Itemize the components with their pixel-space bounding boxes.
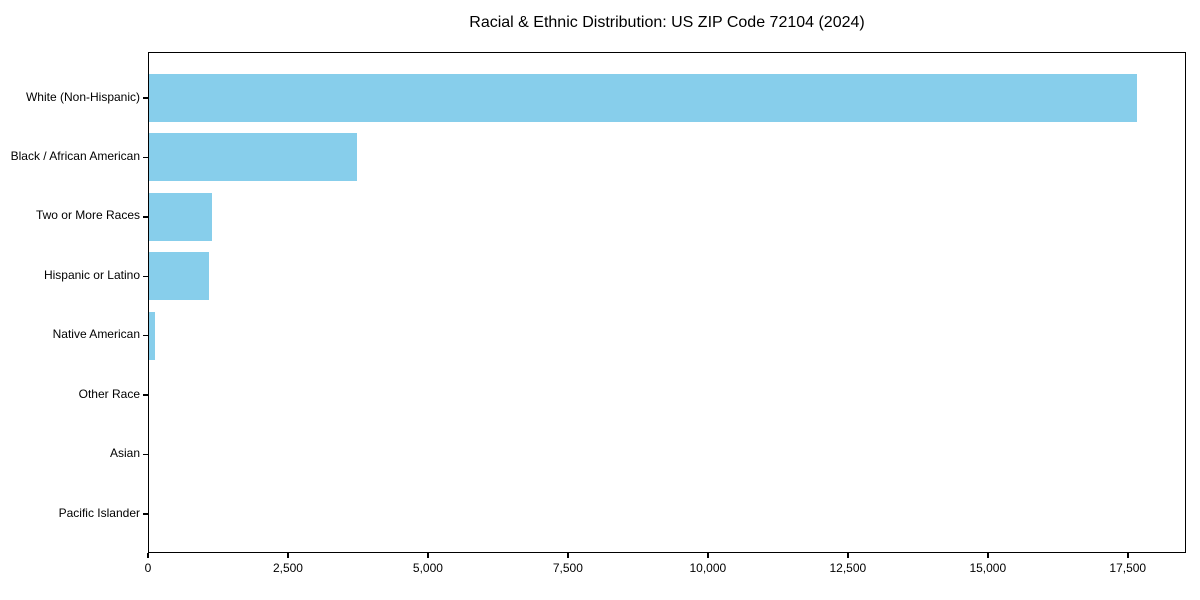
bar-black-african-american [149, 133, 357, 182]
y-axis-tick [142, 394, 148, 396]
bar-native-american [149, 311, 156, 360]
x-axis-label: 10,000 [689, 561, 727, 575]
y-axis-tick [142, 97, 148, 99]
x-axis-tick [287, 553, 289, 558]
y-axis-tick [142, 156, 148, 159]
y-axis-tick [142, 453, 148, 456]
x-axis-tick [707, 553, 709, 558]
x-axis-label: 2,500 [272, 561, 303, 575]
x-axis-tick [987, 553, 989, 558]
y-axis-label: Other Race [78, 386, 140, 401]
y-axis-label: Pacific Islander [58, 505, 140, 520]
y-axis-label: Asian [109, 446, 140, 461]
chart-title: Racial & Ethnic Distribution: US ZIP Cod… [469, 14, 865, 31]
y-axis-label: Two or More Races [35, 208, 140, 223]
x-axis-label: 7,500 [552, 561, 583, 575]
y-axis-tick [142, 216, 148, 218]
y-axis-label: White (Non-Hispanic) [25, 89, 140, 104]
x-axis-label: 5,000 [412, 561, 443, 575]
x-axis-tick [847, 553, 849, 558]
plot-area [142, 52, 1186, 553]
y-axis-label: Native American [52, 327, 140, 342]
x-axis-label: 15,000 [969, 561, 1007, 575]
x-axis-label: 17,500 [1109, 561, 1147, 575]
x-axis-tick [427, 553, 429, 558]
bar-white-non-hispanic [149, 74, 1138, 122]
x-axis-label: 0 [144, 561, 152, 575]
y-axis-tick [142, 513, 148, 515]
y-axis-label: Black / African American [10, 148, 140, 163]
x-axis-label: 12,500 [829, 561, 867, 575]
y-axis-label: Hispanic or Latino [43, 267, 140, 282]
y-axis-tick [142, 334, 148, 337]
bar-hispanic-or-latino [149, 252, 210, 301]
x-axis-tick [147, 553, 149, 558]
y-axis-tick [142, 275, 148, 278]
x-axis-tick [567, 553, 569, 558]
x-axis-tick [1127, 553, 1129, 558]
bar-two-or-more-races [149, 192, 212, 241]
